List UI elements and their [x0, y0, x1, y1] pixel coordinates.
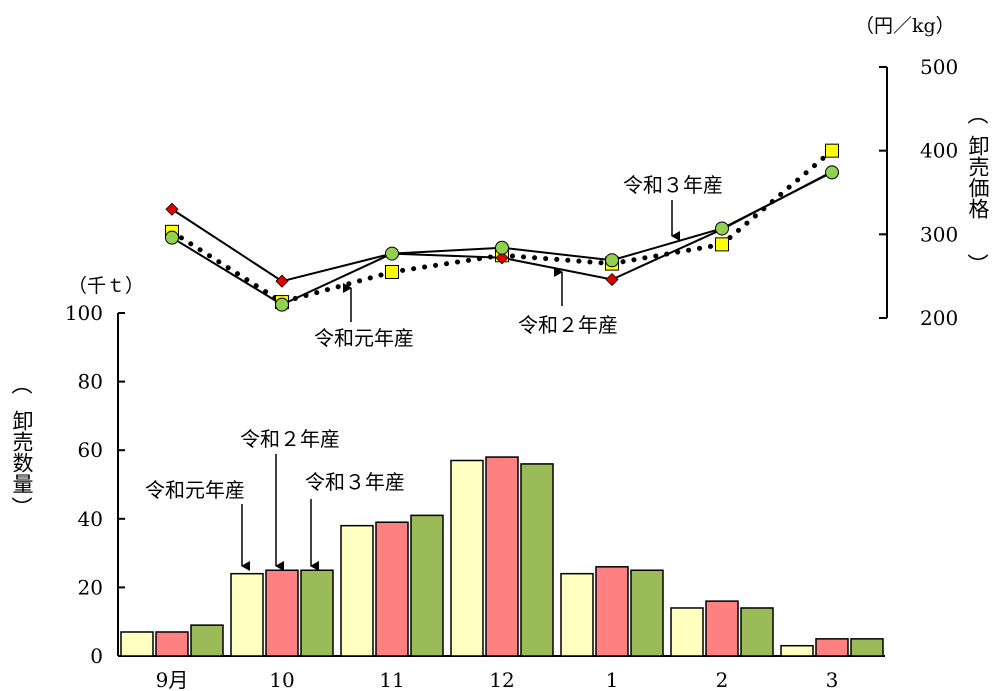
price-marker-circle: [165, 230, 179, 245]
price-y-axis-title: 卸売価格: [966, 135, 990, 219]
annotation-line-r3: 令和３年産: [623, 173, 723, 197]
annotation-bar-r3: 令和３年産: [305, 470, 405, 494]
bar: [265, 569, 299, 657]
bar: [340, 524, 374, 657]
annotation-line-r1: 令和元年産: [314, 326, 414, 350]
price-line: [171, 170, 833, 283]
price-marker-circle: [495, 240, 509, 255]
bar-y-tick-label: 80: [78, 370, 103, 394]
price-marker-diamond: [605, 272, 619, 287]
price-marker-square: [715, 237, 729, 252]
bar: [120, 631, 154, 657]
bar-y-tick-label: 40: [78, 507, 103, 531]
price-marker-square: [825, 143, 839, 158]
bar: [450, 459, 484, 657]
bar: [705, 600, 739, 657]
bar: [630, 569, 664, 657]
price-y-tick-label: 300: [920, 222, 958, 246]
price-y-tick-label: 500: [920, 55, 958, 79]
bar: [815, 638, 849, 657]
price-y-tick-label: 400: [920, 139, 958, 163]
bar: [560, 572, 594, 657]
bar-y-tick-label: 0: [90, 644, 103, 668]
bar-unit-label: （千ｔ）: [68, 275, 144, 297]
bar: [780, 644, 814, 657]
bar-y-tick-label: 100: [65, 301, 103, 325]
price-unit-label: （円／kg）: [855, 15, 955, 37]
bar: [155, 631, 189, 657]
price-marker-diamond: [165, 202, 179, 216]
x-tick-label: 2: [716, 668, 729, 691]
bars: [120, 456, 884, 657]
bar: [670, 607, 704, 657]
price-line: [169, 148, 835, 305]
bar-y-axis-title-paren-open: ︵: [12, 373, 33, 397]
bar: [520, 463, 554, 657]
price-y-axis-title-paren-open: ︵: [968, 103, 989, 127]
price-marker-diamond: [275, 274, 289, 288]
price-marker-circle: [715, 221, 729, 236]
x-tick-label: 1: [606, 668, 619, 691]
annotation-bar-r1: 令和元年産: [145, 478, 245, 502]
bar-y-ticks: 0 20 40 60 80 100: [65, 301, 125, 668]
x-tick-label: 12: [489, 668, 514, 691]
price-marker-circle: [385, 246, 399, 261]
bar: [410, 514, 444, 657]
bar: [595, 566, 629, 657]
bar-y-axis-title: 卸売数量: [10, 410, 34, 494]
price-marker-diamond: [495, 251, 509, 265]
x-tick-label: 3: [826, 668, 839, 691]
bar: [850, 638, 884, 657]
x-tick-label: 10: [269, 668, 294, 691]
bar: [300, 569, 334, 657]
bar: [375, 521, 409, 657]
price-y-ticks: 200 300 400 500: [879, 55, 958, 330]
bar-y-axis-title-paren-close: ︶: [12, 496, 33, 520]
price-line: [171, 171, 833, 306]
price-marker-circle: [605, 253, 619, 268]
x-tick-label: 9月: [156, 668, 189, 691]
bar: [190, 624, 224, 657]
price-marker-circle: [825, 165, 839, 180]
bar: [230, 572, 264, 657]
x-tick-label: 11: [379, 668, 404, 691]
price-y-tick-label: 200: [920, 306, 958, 330]
price-marker-circle: [275, 297, 289, 312]
price-lines: [165, 143, 839, 312]
bar-y-tick-label: 20: [78, 575, 103, 599]
bar-y-tick-label: 60: [78, 438, 103, 462]
price-marker-square: [385, 264, 399, 279]
price-y-axis-title-paren-close: ︶: [968, 253, 989, 277]
annotation-bar-r2: 令和２年産: [240, 427, 340, 451]
x-tick-labels: 9月 10 11 12 1 2 3: [156, 668, 839, 691]
bar: [485, 456, 519, 657]
bar: [740, 607, 774, 657]
annotation-line-r2: 令和２年産: [518, 313, 618, 337]
